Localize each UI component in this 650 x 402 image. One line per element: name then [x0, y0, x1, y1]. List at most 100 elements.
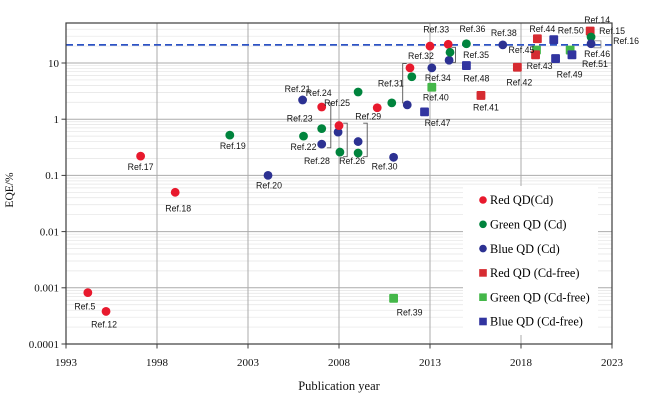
data-point-circle	[402, 100, 412, 110]
point-label: Ref.12	[91, 319, 117, 329]
data-point-circle	[353, 87, 363, 97]
point-label: Ref.24	[306, 88, 332, 98]
point-label: Ref.44	[529, 24, 555, 34]
data-point-circle	[225, 130, 235, 140]
legend-item: Green QD (Cd)	[479, 218, 567, 232]
data-point-circle	[334, 121, 344, 130]
point-label: Ref.29	[355, 112, 381, 122]
group-bracket	[326, 102, 332, 149]
y-tick-label: 0.0001	[29, 339, 59, 351]
point-label: Ref.22	[291, 142, 317, 152]
point-label: Ref.18	[165, 203, 191, 213]
x-tick-label: 2008	[328, 357, 351, 369]
point-label: Ref.46	[584, 49, 610, 59]
data-point-circle	[136, 151, 146, 161]
legend-item: Red QD(Cd)	[479, 193, 553, 207]
legend-item-label: Red QD (Cd-free)	[490, 266, 579, 280]
group-bracket	[451, 46, 456, 63]
legend-marker-square	[479, 317, 487, 326]
point-label: Ref.33	[423, 24, 449, 34]
point-label: Ref.16	[613, 36, 639, 46]
data-point-circle	[462, 39, 471, 49]
y-tick-label: 10	[48, 58, 60, 70]
data-point-circle	[353, 137, 363, 146]
data-point-square	[551, 54, 560, 63]
point-label: Ref.17	[128, 162, 154, 172]
point-label: Ref.5	[74, 302, 95, 312]
legend-background	[463, 186, 598, 335]
data-point-circle	[317, 139, 327, 149]
data-points	[83, 26, 596, 316]
axes-frame-ticks: 1993 1998 2003 2008 2013 2018 2023 10 1 0.1 0.01 0.…	[29, 22, 624, 369]
data-point-circle	[425, 41, 435, 51]
data-point-square	[531, 50, 540, 60]
legend-item: Blue QD (Cd)	[479, 242, 560, 256]
legend-item-label: Green QD (Cd-free)	[490, 290, 590, 304]
x-tick-label: 2003	[237, 357, 260, 369]
data-point-square	[567, 50, 577, 60]
point-label: Ref.35	[463, 50, 489, 60]
legend-marker-circle	[479, 220, 487, 229]
data-point-circle	[387, 98, 397, 108]
x-tick-label: 2023	[601, 357, 624, 369]
point-label: Ref.19	[220, 141, 246, 151]
data-point-square	[512, 62, 522, 72]
point-label: Ref.48	[463, 74, 489, 84]
y-tick-label: 0.001	[34, 283, 59, 295]
y-tick-label: 1	[54, 114, 60, 126]
point-label: Ref.49	[557, 70, 583, 80]
point-label: Ref.40	[423, 92, 449, 102]
legend-marker-circle	[479, 196, 487, 204]
data-point-square	[462, 61, 471, 70]
data-point-circle	[317, 102, 327, 112]
data-point-circle	[444, 55, 454, 65]
data-point-circle	[372, 103, 382, 113]
legend-item: Blue QD (Cd-free)	[479, 315, 583, 329]
group-bracket	[343, 122, 348, 158]
data-point-square	[427, 82, 437, 92]
data-point-square	[549, 35, 559, 45]
data-point-circle	[443, 39, 453, 49]
point-label: Ref.26	[339, 156, 365, 166]
point-label: Ref.21	[285, 84, 311, 94]
point-label: Ref.47	[425, 118, 451, 128]
legend: Red QD(Cd) Green QD (Cd) Blue QD (Cd) Red Q…	[463, 186, 598, 335]
point-label: Ref.51	[582, 59, 608, 69]
data-point-circle	[299, 131, 308, 141]
legend-marker-square	[479, 269, 487, 277]
legend-item-label: Blue QD (Cd)	[490, 242, 560, 256]
point-label: Ref.23	[287, 114, 313, 124]
data-point-circle	[263, 171, 273, 180]
data-point-circle	[445, 47, 455, 57]
point-label: Ref.20	[256, 180, 282, 190]
legend-marker-circle	[479, 244, 487, 253]
x-tick-label: 1993	[55, 357, 78, 369]
point-label: Ref.31	[378, 79, 404, 89]
data-point-circle	[389, 152, 398, 162]
x-tick-label: 2013	[419, 357, 442, 369]
point-labels: Ref.5 Ref.12 Ref.17 Ref.18 Ref.19 Ref.20 Ref.2…	[74, 15, 639, 329]
data-point-circle	[101, 307, 111, 316]
y-axis-title: EQE/%	[4, 172, 16, 208]
data-point-square	[532, 34, 542, 44]
point-label: Ref.28	[304, 156, 330, 166]
y-tick-label: 0.1	[45, 170, 59, 182]
data-point-square	[420, 107, 429, 117]
legend-item: Red QD (Cd-free)	[479, 266, 579, 280]
y-tick-label: 0.01	[40, 226, 59, 238]
data-point-circle	[317, 124, 327, 134]
point-label: Ref.32	[408, 51, 434, 61]
legend-item-label: Green QD (Cd)	[490, 218, 567, 232]
data-point-circle	[353, 148, 363, 158]
legend-item-label: Red QD(Cd)	[490, 193, 553, 207]
x-tick-label: 1998	[146, 357, 169, 369]
data-point-circle	[333, 127, 343, 137]
x-axis-title: Publication year	[298, 379, 380, 393]
point-label: Ref.41	[473, 102, 499, 112]
point-label: Ref.36	[459, 24, 485, 34]
point-label: Ref.25	[324, 98, 350, 108]
data-point-circle	[427, 63, 437, 73]
data-point-circle	[407, 72, 417, 82]
